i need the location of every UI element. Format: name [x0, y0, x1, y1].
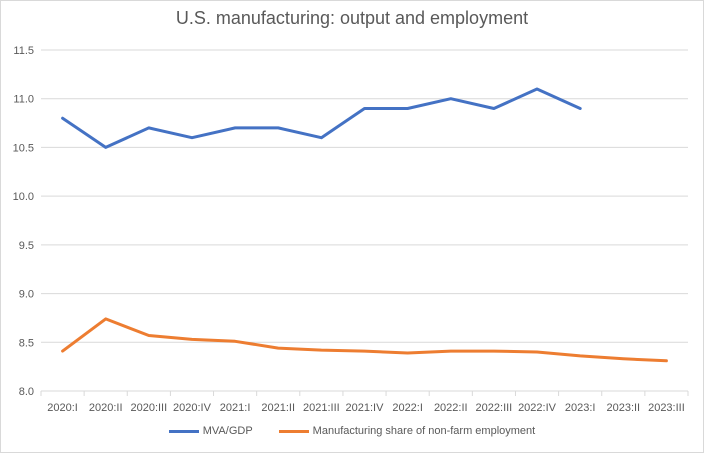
x-tick-label: 2021:II — [261, 402, 295, 414]
x-tick-label: 2022:III — [476, 402, 513, 414]
x-tick-label: 2021:III — [303, 402, 340, 414]
x-tick-label: 2021:I — [220, 402, 251, 414]
x-axis: 2020:I 2020:II 2020:III 2020:IV 2021:I 2021:I… — [40, 390, 689, 414]
y-tick-label: 9.5 — [19, 240, 34, 252]
x-tick-label: 2020:I — [47, 402, 78, 414]
chart-title: U.S. manufacturing: output and employmen… — [175, 8, 529, 28]
series-line-manufacturing-employment — [61, 317, 668, 363]
x-tick-label: 2020:II — [89, 402, 123, 414]
y-tick-label: 9.0 — [19, 289, 34, 301]
x-tick-label: 2022:IV — [518, 402, 557, 414]
y-tick-label: 8.5 — [19, 337, 34, 349]
y-tick-label: 10.0 — [13, 191, 34, 203]
y-tick-label: 11.5 — [13, 45, 34, 57]
legend-item-mva-gdp[interactable]: MVA/GDP — [168, 425, 253, 437]
gridlines — [41, 49, 688, 343]
y-tick-label: 8.0 — [19, 386, 34, 398]
legend-item-manufacturing-employment[interactable]: Manufacturing share of non-farm employme… — [278, 425, 536, 437]
series-lines — [61, 87, 668, 363]
x-tick-label: 2020:III — [130, 402, 167, 414]
legend-swatch-mva-gdp — [168, 429, 199, 433]
legend-label-manufacturing-employment: Manufacturing share of non-farm employme… — [312, 425, 536, 437]
x-tick-label: 2022:II — [434, 402, 468, 414]
x-tick-label: 2022:I — [392, 402, 423, 414]
y-axis: 8.0 8.5 9.0 9.5 10.0 10.5 11.0 11.5 — [13, 45, 34, 398]
series-line-mva-gdp — [61, 87, 582, 149]
x-tick-label: 2021:IV — [346, 402, 385, 414]
y-tick-label: 11.0 — [13, 94, 34, 106]
legend: MVA/GDP Manufacturing share of non-farm … — [0, 425, 704, 437]
y-tick-label: 10.5 — [13, 142, 34, 154]
legend-swatch-manufacturing-employment — [278, 429, 309, 433]
legend-label-mva-gdp: MVA/GDP — [202, 425, 253, 437]
x-tick-label: 2023:II — [606, 402, 640, 414]
x-tick-label: 2023:I — [565, 402, 596, 414]
x-tick-label: 2020:IV — [173, 402, 212, 414]
x-tick-label: 2023:III — [648, 402, 685, 414]
